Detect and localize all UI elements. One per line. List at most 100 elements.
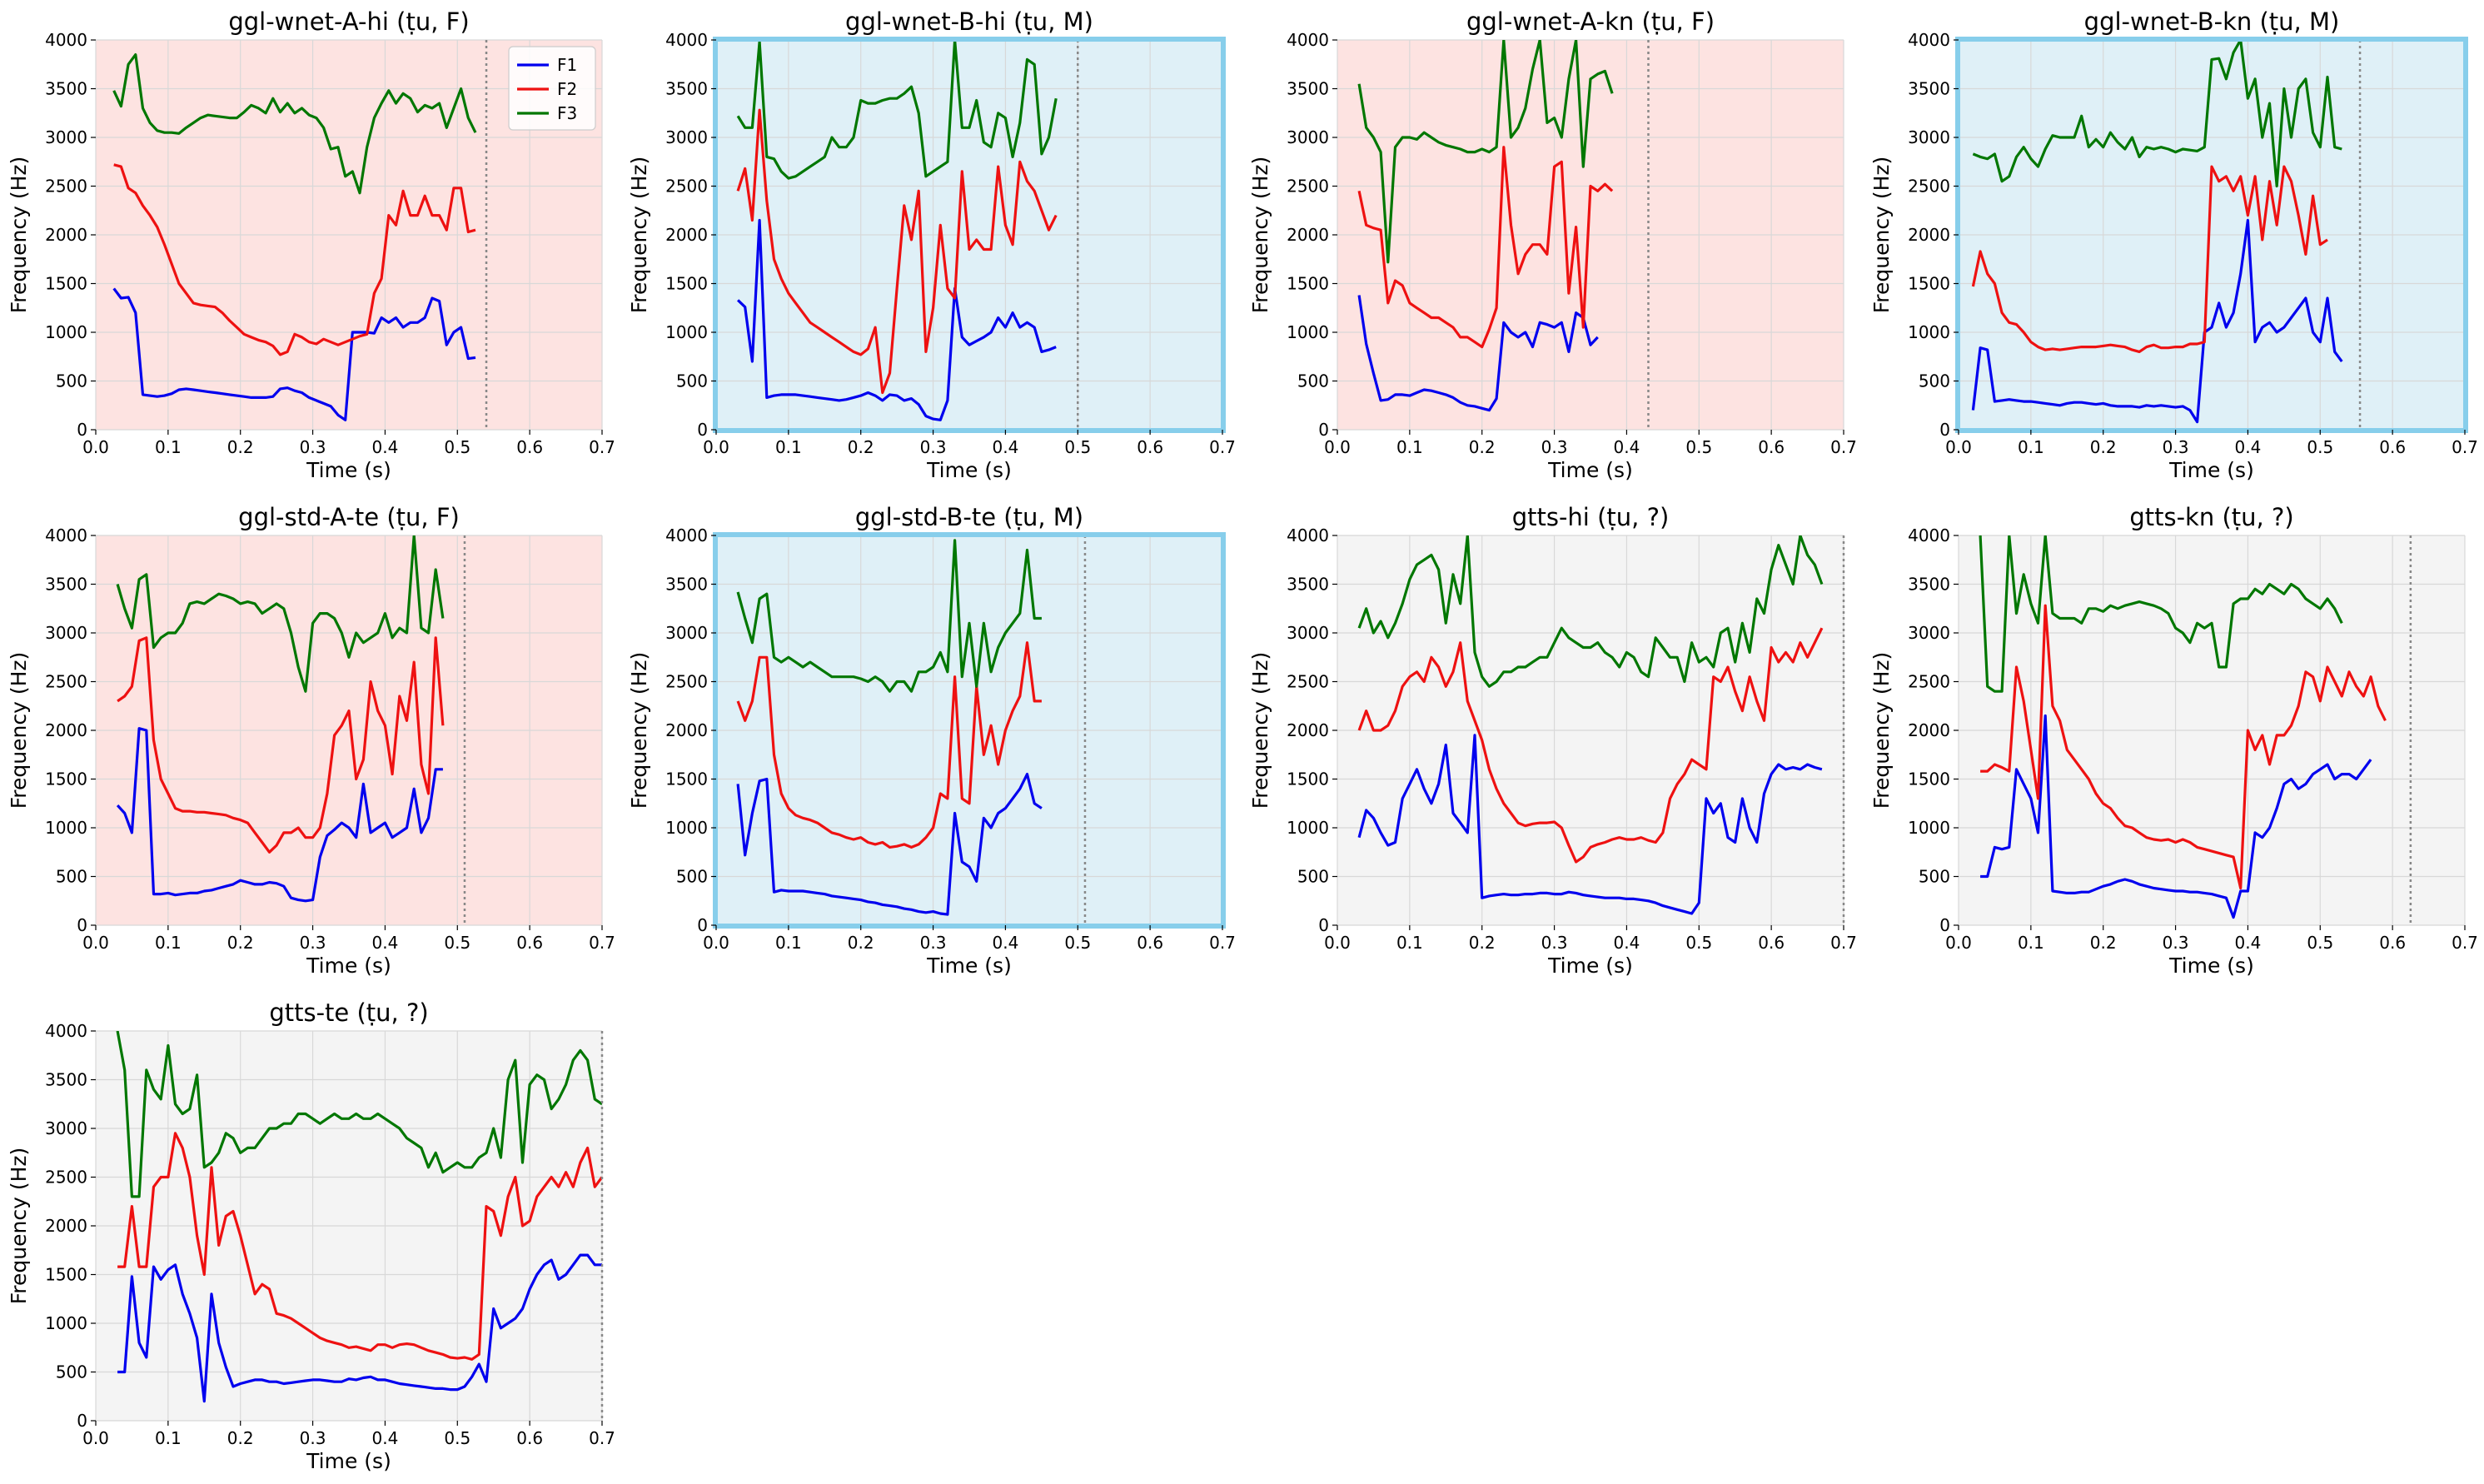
series-line-f3 (1357, 40, 1614, 264)
x-tick-label: 0.4 (993, 437, 1019, 457)
y-tick-label: 500 (56, 1362, 87, 1382)
y-tick-label: 3500 (1908, 79, 1950, 99)
y-tick-label: 2000 (1908, 225, 1950, 245)
y-tick-label: 2000 (1287, 225, 1329, 245)
subplot-title: ggl-wnet-A-kn (ṭu, F) (1466, 7, 1715, 36)
y-axis-label: Frequency (Hz) (1869, 652, 1894, 809)
legend-label: F1 (557, 55, 577, 75)
y-tick-label: 0 (697, 915, 708, 935)
x-tick-label: 0.7 (2452, 933, 2478, 953)
y-tick-label: 4000 (1287, 525, 1329, 545)
y-tick-label: 500 (1297, 371, 1329, 391)
subplot-7: 0.0 0.1 0.2 0.3 0.4 0.5 0.6 0.7 0 500 1000 1500 2000… (1248, 503, 1857, 978)
y-tick-label: 1000 (45, 818, 87, 838)
x-tick-label: 0.5 (444, 1428, 470, 1448)
x-tick-label: 0.4 (1614, 437, 1640, 457)
x-tick-label: 0.3 (920, 437, 947, 457)
series-line-f2 (736, 641, 1042, 849)
x-tick-label: 0.2 (227, 1428, 254, 1448)
x-axis-label: Time (s) (306, 954, 391, 978)
series-line-f1 (1980, 714, 2372, 919)
x-tick-label: 0.7 (1830, 437, 1857, 457)
y-tick-label: 2000 (45, 1216, 87, 1236)
x-tick-label: 0.3 (1541, 437, 1568, 457)
x-tick-label: 0.4 (372, 437, 399, 457)
subplot-3: 0.0 0.1 0.2 0.3 0.4 0.5 0.6 0.7 0 500 1000 1500 2000… (1248, 7, 1857, 482)
y-tick-label: 1000 (665, 322, 708, 342)
y-tick-label: 3500 (1908, 575, 1950, 595)
y-tick-label: 2000 (665, 720, 708, 740)
x-tick-label: 0.5 (1685, 933, 1712, 953)
y-tick-label: 500 (1919, 371, 1950, 391)
series-line-f3 (116, 535, 445, 693)
subplot-title: gtts-hi (ṭu, ?) (1512, 503, 1670, 531)
x-tick-label: 0.0 (82, 933, 109, 953)
series-line-f1 (1357, 734, 1823, 915)
y-tick-label: 3000 (1908, 623, 1950, 643)
x-tick-label: 0.4 (2235, 933, 2262, 953)
x-axis-label: Time (s) (2168, 954, 2254, 978)
y-tick-label: 2000 (45, 720, 87, 740)
x-tick-label: 0.1 (155, 933, 182, 953)
y-tick-label: 4000 (665, 30, 708, 50)
x-tick-label: 0.1 (775, 437, 802, 457)
y-tick-label: 2500 (1287, 672, 1329, 692)
series-line-f1 (736, 772, 1043, 916)
y-tick-label: 500 (1297, 867, 1329, 887)
x-tick-label: 0.1 (1396, 933, 1423, 953)
y-tick-label: 4000 (1908, 30, 1950, 50)
subplot-9: 0.0 0.1 0.2 0.3 0.4 0.5 0.6 0.7 0 500 1000 1500 2000… (7, 998, 615, 1473)
x-axis-label: Time (s) (1547, 954, 1633, 978)
y-tick-label: 3000 (1908, 127, 1950, 147)
x-tick-label: 0.5 (2307, 933, 2333, 953)
x-tick-label: 0.0 (703, 437, 729, 457)
y-axis-label: Frequency (Hz) (627, 157, 651, 314)
x-tick-label: 0.2 (848, 437, 874, 457)
x-tick-label: 0.6 (516, 1428, 543, 1448)
x-axis-label: Time (s) (306, 458, 391, 482)
x-axis-label: Time (s) (926, 954, 1012, 978)
x-tick-label: 0.0 (1945, 437, 1972, 457)
y-tick-label: 4000 (45, 1021, 87, 1041)
y-tick-label: 1500 (665, 274, 708, 294)
x-tick-label: 0.3 (2163, 437, 2189, 457)
x-tick-label: 0.5 (2307, 437, 2333, 457)
subplot-title: ggl-wnet-A-hi (ṭu, F) (228, 7, 469, 36)
x-tick-label: 0.4 (993, 933, 1019, 953)
series-line-f1 (117, 1253, 602, 1403)
y-tick-label: 1500 (45, 274, 87, 294)
y-tick-label: 500 (676, 867, 708, 887)
y-tick-label: 3500 (45, 79, 87, 99)
x-tick-label: 0.6 (1758, 933, 1785, 953)
y-tick-label: 4000 (1287, 30, 1329, 50)
x-tick-label: 0.1 (2018, 437, 2044, 457)
y-tick-label: 0 (77, 420, 87, 440)
series-line-f2 (1980, 604, 2387, 890)
series-line-f2 (1971, 165, 2328, 353)
legend-box (508, 46, 596, 131)
series-line-f3 (112, 52, 477, 195)
series-line-f2 (117, 1132, 602, 1361)
y-tick-label: 1000 (1287, 818, 1329, 838)
x-tick-label: 0.3 (1541, 933, 1568, 953)
y-tick-label: 0 (77, 915, 87, 935)
x-tick-label: 0.4 (2235, 437, 2262, 457)
y-tick-label: 2500 (1908, 672, 1950, 692)
y-tick-label: 1500 (1287, 274, 1329, 294)
y-tick-label: 0 (1318, 915, 1329, 935)
x-tick-label: 0.1 (155, 437, 182, 457)
series-line-f3 (116, 1031, 602, 1198)
x-tick-label: 0.6 (516, 933, 543, 953)
y-tick-label: 1500 (665, 769, 708, 789)
x-axis-label: Time (s) (2168, 458, 2254, 482)
y-tick-label: 1500 (45, 1265, 87, 1285)
subplot-6: 0.0 0.1 0.2 0.3 0.4 0.5 0.6 0.7 0 500 1000 1500 2000… (627, 503, 1236, 978)
series-line-f3 (736, 539, 1042, 693)
y-tick-label: 4000 (45, 525, 87, 545)
y-tick-label: 1000 (45, 322, 87, 342)
y-tick-label: 2500 (45, 1168, 87, 1188)
x-tick-label: 0.2 (1469, 437, 1496, 457)
subplot-8: 0.0 0.1 0.2 0.3 0.4 0.5 0.6 0.7 0 500 1000 1500 2000… (1869, 503, 2478, 978)
y-tick-label: 2500 (665, 177, 708, 197)
y-tick-label: 3000 (665, 127, 708, 147)
